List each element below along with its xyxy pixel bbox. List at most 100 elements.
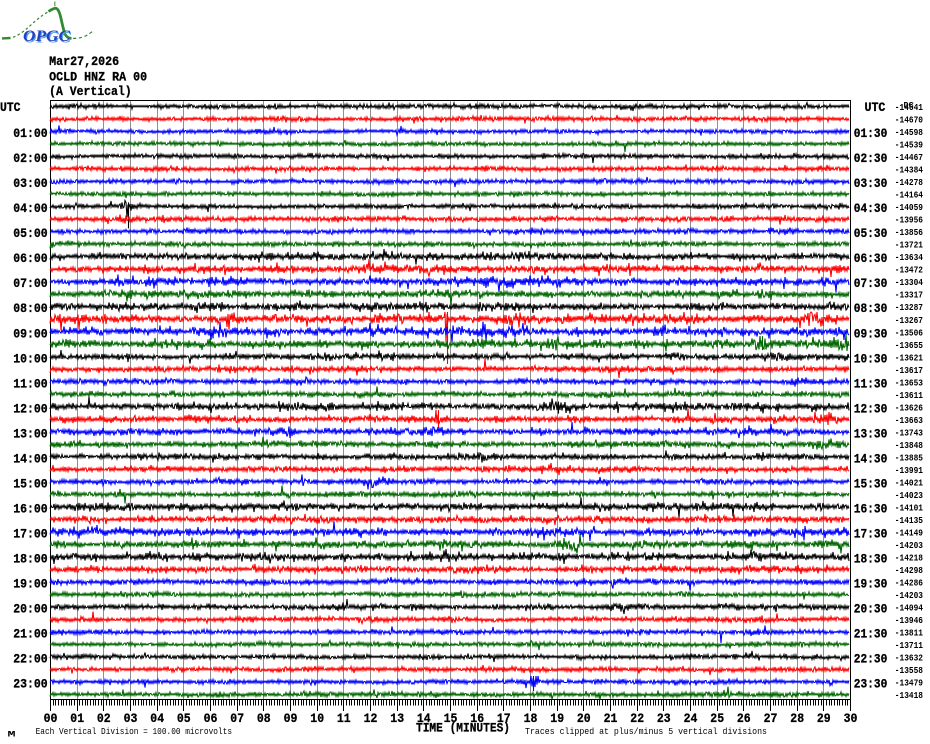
svg-text:17:00: 17:00	[13, 527, 48, 542]
svg-text:19:00: 19:00	[13, 577, 48, 592]
svg-text:22:30: 22:30	[854, 652, 888, 667]
svg-text:-13304: -13304	[895, 278, 924, 288]
svg-text:02: 02	[97, 711, 111, 726]
svg-text:21: 21	[604, 711, 618, 726]
svg-text:05:00: 05:00	[13, 226, 48, 241]
svg-text:13:30: 13:30	[854, 426, 888, 441]
svg-text:10:30: 10:30	[854, 351, 888, 366]
svg-text:02:30: 02:30	[854, 151, 888, 166]
svg-text:18: 18	[524, 711, 538, 726]
svg-text:Traces clipped at plus/minus 5: Traces clipped at plus/minus 5 vertical …	[525, 727, 767, 737]
svg-text:-14286: -14286	[895, 579, 923, 589]
svg-text:-14094: -14094	[895, 604, 924, 614]
svg-text:OPGC: OPGC	[24, 30, 71, 47]
svg-text:20: 20	[577, 711, 591, 726]
svg-text:13: 13	[390, 711, 404, 726]
svg-text:-14467: -14467	[895, 153, 923, 163]
svg-text:13:00: 13:00	[13, 426, 48, 441]
svg-text:-13663: -13663	[895, 416, 923, 426]
svg-text:-13472: -13472	[895, 266, 923, 276]
svg-text:06:30: 06:30	[854, 251, 888, 266]
svg-text:27: 27	[764, 711, 778, 726]
svg-text:19:30: 19:30	[854, 577, 888, 592]
svg-text:-13611: -13611	[895, 391, 924, 401]
svg-text:-13418: -13418	[895, 691, 923, 701]
svg-text:-14218: -14218	[895, 554, 923, 564]
svg-text:20:00: 20:00	[13, 602, 48, 617]
svg-text:23:00: 23:00	[13, 677, 48, 692]
svg-text:-14298: -14298	[895, 566, 923, 576]
svg-text:10: 10	[310, 711, 324, 726]
svg-text:-13711: -13711	[895, 641, 924, 651]
svg-text:09:00: 09:00	[13, 326, 48, 341]
svg-text:-13558: -13558	[895, 666, 923, 676]
svg-text:18:30: 18:30	[854, 552, 888, 567]
svg-text:10:00: 10:00	[13, 351, 48, 366]
svg-text:-13946: -13946	[895, 616, 923, 626]
svg-text:03: 03	[124, 711, 138, 726]
svg-text:08:30: 08:30	[854, 301, 888, 316]
svg-text:04:00: 04:00	[13, 201, 48, 216]
svg-text:-13506: -13506	[895, 328, 923, 338]
svg-text:-14149: -14149	[895, 529, 923, 539]
svg-text:UTC: UTC	[865, 100, 886, 115]
svg-text:-14641: -14641	[895, 103, 924, 113]
svg-text:OCLD HNZ RA 00: OCLD HNZ RA 00	[49, 71, 147, 85]
svg-text:00: 00	[44, 711, 58, 726]
svg-text:(A Vertical): (A Vertical)	[49, 85, 132, 99]
svg-text:-14101: -14101	[895, 504, 924, 514]
svg-text:03:00: 03:00	[13, 176, 48, 191]
svg-text:16:30: 16:30	[854, 502, 888, 517]
svg-text:-14203: -14203	[895, 541, 923, 551]
svg-text:07:30: 07:30	[854, 276, 888, 291]
svg-text:06:00: 06:00	[13, 251, 48, 266]
svg-text:14:30: 14:30	[854, 451, 888, 466]
svg-text:-13956: -13956	[895, 216, 923, 226]
svg-text:06: 06	[204, 711, 218, 726]
svg-text:16:00: 16:00	[13, 502, 48, 517]
svg-text:18:00: 18:00	[13, 552, 48, 567]
svg-text:23: 23	[657, 711, 671, 726]
svg-text:12:00: 12:00	[13, 401, 48, 416]
svg-text:-14203: -14203	[895, 591, 923, 601]
svg-text:03:30: 03:30	[854, 176, 888, 191]
svg-text:29: 29	[817, 711, 831, 726]
svg-text:-13856: -13856	[895, 228, 923, 238]
svg-text:25: 25	[710, 711, 724, 726]
svg-text:22:00: 22:00	[13, 652, 48, 667]
svg-text:11:30: 11:30	[854, 376, 888, 391]
svg-text:-14021: -14021	[895, 479, 924, 489]
svg-text:02:00: 02:00	[13, 151, 48, 166]
svg-text:-14384: -14384	[895, 166, 924, 176]
svg-text:15:00: 15:00	[13, 477, 48, 492]
svg-text:08:00: 08:00	[13, 301, 48, 316]
svg-text:-13632: -13632	[895, 654, 923, 664]
svg-text:24: 24	[684, 711, 698, 726]
svg-text:22: 22	[630, 711, 644, 726]
svg-text:-14278: -14278	[895, 178, 923, 188]
svg-text:-13267: -13267	[895, 316, 923, 326]
svg-text:OPGC: OPGC	[23, 28, 70, 45]
svg-text:21:30: 21:30	[854, 627, 888, 642]
svg-text:-14023: -14023	[895, 491, 923, 501]
svg-text:09: 09	[284, 711, 298, 726]
svg-text:05:30: 05:30	[854, 226, 888, 241]
svg-text:-14135: -14135	[895, 516, 923, 526]
svg-text:-13721: -13721	[895, 241, 924, 251]
svg-text:-13885: -13885	[895, 453, 923, 463]
svg-text:-13743: -13743	[895, 428, 923, 438]
svg-text:07:00: 07:00	[13, 276, 48, 291]
svg-text:26: 26	[737, 711, 751, 726]
svg-text:-13617: -13617	[895, 366, 923, 376]
svg-text:05: 05	[177, 711, 191, 726]
svg-text:-13479: -13479	[895, 679, 923, 689]
svg-text:-14598: -14598	[895, 128, 923, 138]
svg-text:Mar27,2026: Mar27,2026	[49, 55, 119, 69]
svg-text:20:30: 20:30	[854, 602, 888, 617]
svg-text:19: 19	[550, 711, 564, 726]
svg-text:UTC: UTC	[0, 100, 21, 115]
svg-text:-13811: -13811	[895, 629, 924, 639]
svg-text:15: 15	[444, 711, 458, 726]
svg-text:-13287: -13287	[895, 303, 923, 313]
svg-text:08: 08	[257, 711, 271, 726]
